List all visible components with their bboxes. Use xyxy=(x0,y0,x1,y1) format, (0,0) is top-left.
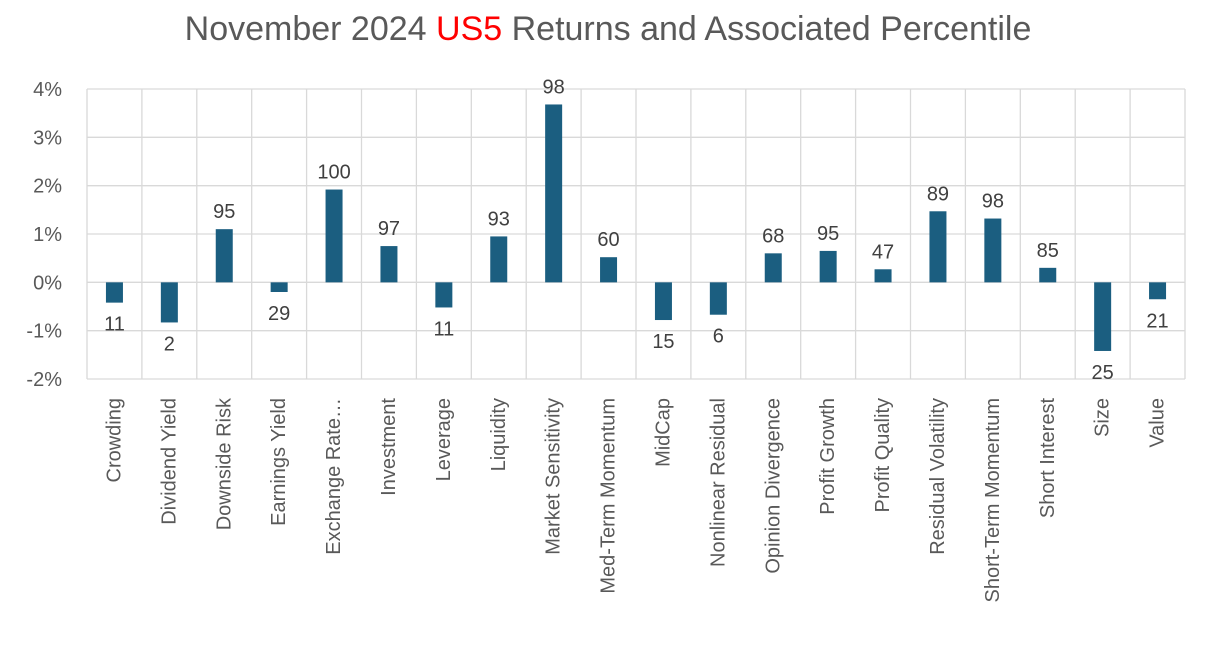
x-axis-labels: Crowding Dividend Yield Downside Risk Earni… xyxy=(103,397,1168,603)
bar xyxy=(764,253,782,283)
bar xyxy=(105,282,123,303)
x-tick-label: Downside Risk xyxy=(213,397,235,530)
data-label: 60 xyxy=(597,229,619,251)
x-tick-label: Size xyxy=(1092,398,1114,437)
data-label: 6 xyxy=(713,326,724,348)
bar xyxy=(380,246,398,283)
bar xyxy=(1094,282,1112,351)
bar xyxy=(490,236,508,283)
x-tick-label: Value xyxy=(1147,398,1169,448)
bar xyxy=(929,211,947,283)
x-tick-label: Earnings Yield xyxy=(268,398,290,526)
y-axis-ticks: -2% -1% 0% 1% 2% 3% 4% xyxy=(26,79,62,391)
bar xyxy=(600,257,618,283)
bar xyxy=(654,282,672,321)
data-label: 89 xyxy=(927,183,949,205)
y-tick-label: 0% xyxy=(33,272,62,294)
x-tick-label: MidCap xyxy=(652,398,674,467)
y-tick-label: 3% xyxy=(33,127,62,149)
bar xyxy=(215,229,233,283)
y-tick-label: -2% xyxy=(26,369,62,391)
bar xyxy=(160,282,178,323)
bars xyxy=(105,104,1167,351)
data-label: 2 xyxy=(164,333,175,355)
data-label: 98 xyxy=(982,191,1004,213)
y-tick-label: 2% xyxy=(33,176,62,198)
x-tick-label: Short-Term Momentum xyxy=(982,398,1004,603)
data-label: 29 xyxy=(268,303,290,325)
data-labels: 11 2 95 29 100 97 11 93 98 60 15 6 68 95 47 89 98 85 25 21 xyxy=(104,76,1169,384)
x-tick-label: Market Sensitivity xyxy=(543,398,565,555)
x-tick-label: Profit Quality xyxy=(872,398,894,512)
bar xyxy=(325,189,343,283)
data-label: 15 xyxy=(652,331,674,353)
data-label: 85 xyxy=(1037,240,1059,262)
bar xyxy=(984,218,1002,283)
bar xyxy=(435,282,453,308)
data-label: 47 xyxy=(872,241,894,263)
data-label: 11 xyxy=(104,314,125,336)
bar xyxy=(270,282,288,292)
bar xyxy=(1039,267,1057,283)
data-label: 98 xyxy=(543,76,565,98)
y-tick-label: 4% xyxy=(33,79,62,101)
x-tick-label: Med-Term Momentum xyxy=(598,398,620,594)
x-tick-label: Investment xyxy=(378,398,400,496)
bar xyxy=(545,104,563,283)
y-tick-label: 1% xyxy=(33,224,62,246)
data-label: 97 xyxy=(378,218,400,240)
title-highlight: US5 xyxy=(436,10,503,48)
data-label: 25 xyxy=(1092,362,1114,384)
x-tick-label: Leverage xyxy=(433,398,455,481)
data-label: 93 xyxy=(488,208,510,230)
x-tick-label: Dividend Yield xyxy=(158,398,180,525)
data-label: 11 xyxy=(433,318,454,340)
data-label: 95 xyxy=(213,201,235,223)
x-tick-label: Opinion Divergence xyxy=(762,398,784,574)
data-label: 100 xyxy=(317,162,350,184)
x-tick-label: Crowding xyxy=(103,398,125,482)
x-tick-label: Nonlinear Residual xyxy=(707,398,729,567)
data-label: 95 xyxy=(817,223,839,245)
bar xyxy=(1149,282,1167,300)
title-part-2: Returns and Associated Percentile xyxy=(502,10,1032,48)
bar xyxy=(819,250,837,283)
data-label: 68 xyxy=(762,225,784,247)
x-tick-label: Short Interest xyxy=(1037,398,1059,519)
gridlines xyxy=(86,88,1186,380)
bar xyxy=(874,269,892,283)
x-tick-label: Profit Growth xyxy=(817,398,839,515)
x-tick-label: Exchange Rate… xyxy=(323,398,345,555)
y-tick-label: -1% xyxy=(26,321,62,343)
title-part-1: November 2024 xyxy=(184,10,437,48)
x-tick-label: Residual Volatility xyxy=(927,398,949,555)
bar xyxy=(709,282,727,315)
data-label: 21 xyxy=(1146,310,1168,332)
chart-title: November 2024 US5 Returns and Associated… xyxy=(0,10,1216,49)
x-tick-label: Liquidity xyxy=(488,398,510,471)
